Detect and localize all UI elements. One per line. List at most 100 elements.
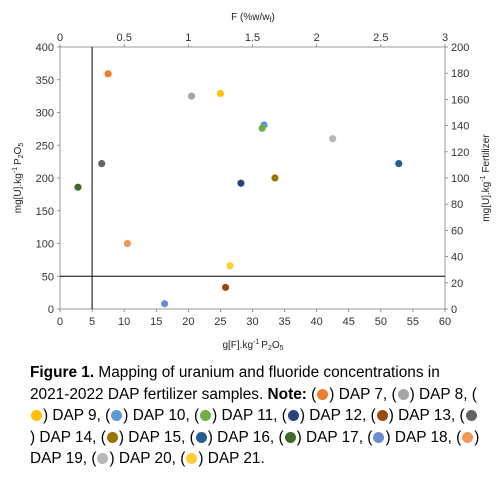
legend-dot-icon [373,431,385,443]
legend-dot-icon [284,431,296,443]
x-bottom-tick-label: 45 [343,316,355,328]
legend-dot-icon [186,453,198,464]
legend-label: ) DAP 14, [30,428,101,446]
point-dap-12 [237,179,245,187]
y-right-tick-label: 80 [451,199,463,211]
point-dap-9 [216,89,225,98]
x-top-tick-label: 2 [314,32,320,44]
x-bottom-tick-label: 55 [407,316,419,328]
legend-item: () DAP 21. [180,450,265,467]
x-bottom-tick-label: 20 [182,316,194,328]
y-right-tick-label: 100 [451,173,469,185]
legend-dot-icon [195,431,207,443]
x-top-tick-label: 1.5 [245,32,260,44]
x-bottom-tick-label: 5 [89,316,95,328]
legend-item: () DAP 11, [194,407,282,424]
legend-item: () DAP 15, [100,428,190,446]
legend-dot-icon [31,410,42,421]
legend-item: () DAP 20, [91,450,181,467]
point-dap-19 [123,239,131,248]
legend-item: () DAP 18, [367,428,457,446]
data-points [74,70,403,308]
y-right-tick-label: 140 [451,121,469,133]
legend-dot-icon [97,453,109,464]
y-left-tick-label: 300 [36,108,54,120]
y-left-tick-label: 400 [36,42,54,54]
plot-area [59,46,446,310]
legend-label: ) DAP 17, [296,428,368,446]
legend-label: ) DAP 19, [30,428,480,468]
legend-item: () DAP 10, [105,407,195,424]
x-bottom-tick-label: 50 [375,316,387,328]
legend-dot-icon [397,388,409,400]
x-bottom-tick-label: 0 [57,316,63,328]
point-dap-14 [98,159,106,168]
legend-item: () DAP 19, [30,428,480,468]
y-right-tick-label: 20 [451,278,463,290]
point-dap-16 [395,159,403,168]
point-dap-20 [329,135,337,143]
x-bottom-tick-label: 30 [246,316,258,328]
y-left-ticks: 0 50 100 150 200 250 300 350 400 [36,42,60,316]
legend-dot-icon [111,410,123,421]
legend-item: () DAP 17, [278,428,368,446]
legend-dot-icon [465,410,477,421]
x-bottom-tick-label: 40 [311,316,323,328]
legend-label: ) DAP 10, [123,407,195,424]
y-right-tick-label: 160 [451,94,469,106]
point-dap-8 [187,92,196,100]
note-label: Note: [267,385,307,403]
legend-dot-icon [376,410,388,421]
point-dap-18 [160,300,169,308]
x-top-axis-label: F (%w/wf) [231,12,275,24]
caption-text: Mapping of uranium and fluoride concentr… [30,364,440,403]
y-right-tick-label: 60 [451,225,463,237]
y-left-tick-label: 250 [36,140,54,152]
scatter-chart: 0 5 10 15 20 25 30 35 40 45 50 55 60 0 0.5 1 1.5 2 2.5 3 0… [12,12,492,352]
x-top-tick-label: 3 [442,32,448,44]
legend-label: ) DAP 16, [207,428,279,446]
y-left-tick-label: 350 [36,75,54,87]
legend-dot-icon [106,431,118,443]
point-dap-11 [258,124,266,132]
legend-item: () DAP 12, [281,407,371,424]
legend-label: ) DAP 20, [109,450,181,467]
y-right-tick-label: 0 [451,304,457,316]
point-dap-21 [226,262,234,270]
legend-dot-icon [317,388,329,400]
reference-lines [60,47,445,309]
legend-item: () DAP 7, [311,385,392,403]
x-top-tick-label: 0 [57,32,63,44]
legend-dot-icon [200,410,212,421]
x-bottom-tick-label: 25 [214,316,226,328]
y-right-ticks: 0 20 40 60 80 100 120 140 160 180 200 [445,42,469,316]
x-bottom-axis-label: g[F].kg-1 P2O5 [222,339,283,352]
legend-label: ) DAP 9, [43,407,106,424]
figure-caption: Figure 1. Mapping of uranium and fluorid… [30,362,482,470]
legend-label: ) DAP 18, [385,428,457,446]
point-dap-7 [104,70,112,78]
y-right-tick-label: 120 [451,147,469,159]
x-bottom-tick-label: 35 [278,316,290,328]
y-left-axis-label: mg[U].kg-1P2O5 [12,143,25,214]
legend-label: ) DAP 21. [198,450,265,467]
point-dap-13 [221,283,230,291]
legend-label: ) DAP 7, [329,385,392,403]
legend-dot-icon [462,431,474,443]
legend-label: ) DAP 13, [388,407,460,424]
x-bottom-tick-label: 10 [118,316,130,328]
caption-legend: () DAP 7, () DAP 8, () DAP 9, () DAP 10,… [30,386,479,468]
legend-item: () DAP 8, [391,385,472,403]
y-left-tick-label: 0 [48,304,54,316]
y-right-tick-label: 40 [451,252,463,264]
legend-item: () DAP 16, [189,428,279,446]
legend-item: () DAP 14, [30,407,478,446]
y-left-tick-label: 200 [36,173,54,185]
point-dap-17 [74,183,82,191]
legend-label: ) DAP 11, [212,407,282,424]
x-top-ticks: 0 0.5 1 1.5 2 2.5 3 [57,32,448,47]
legend-item: () DAP 9, [30,386,477,424]
y-right-axis-label: mg[U].kg-1 Fertilizer [480,134,492,222]
legend-label: ) DAP 12, [299,407,371,424]
figure-label: Figure 1. [30,364,95,381]
